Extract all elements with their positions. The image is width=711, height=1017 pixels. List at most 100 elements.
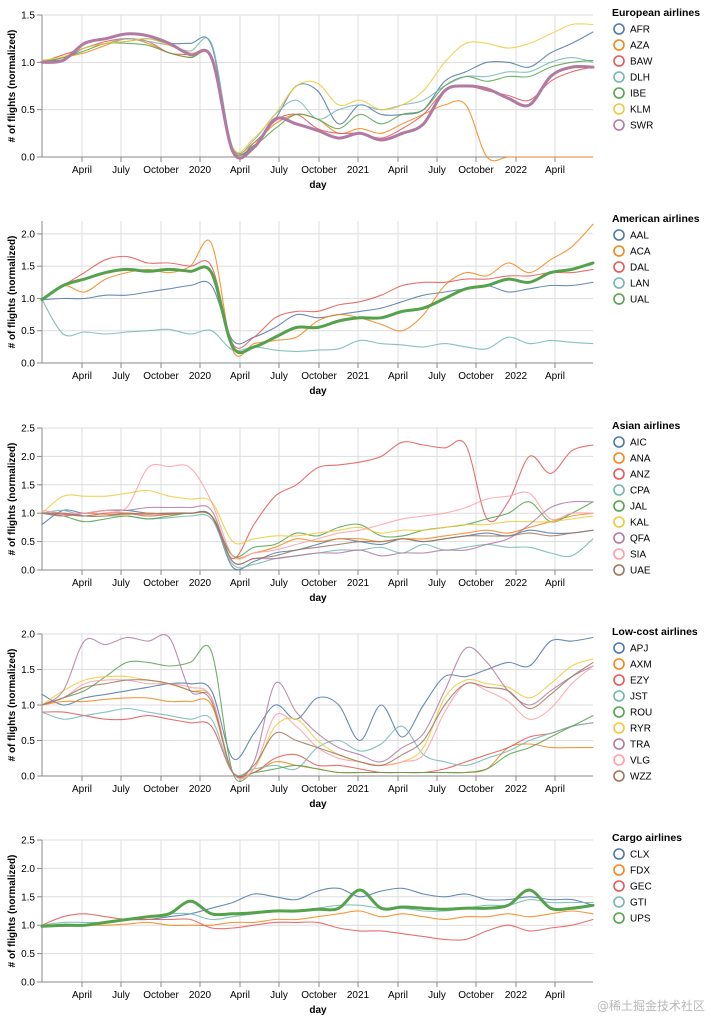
legend-label-klm: KLM xyxy=(630,105,651,116)
legend-label-wzz: WZZ xyxy=(630,772,652,783)
legend-symbol-vlg xyxy=(613,754,625,766)
chart-4: 0.0 0.5 1.0 1.5 2.0 April July October 2020 April… xyxy=(7,626,698,810)
legend-symbol-jal xyxy=(613,500,625,512)
series-line-baw xyxy=(41,38,594,156)
y-tick-label: 2.5 xyxy=(21,424,35,435)
legend-label-rou: ROU xyxy=(630,708,652,719)
series-line-ibe xyxy=(41,42,594,157)
y-tick-label: 0.0 xyxy=(21,978,35,989)
x-tick-label: October xyxy=(301,784,337,795)
legend-label-dlh: DLH xyxy=(630,73,650,84)
legend-label-aal: AAL xyxy=(630,231,649,242)
series-line-ual xyxy=(40,261,595,355)
x-tick-label: July xyxy=(112,784,130,795)
legend-symbol-fdx xyxy=(613,864,625,876)
x-tick-label: April xyxy=(545,165,565,176)
series-line-dal xyxy=(41,255,594,349)
legend-title: Cargo airlines xyxy=(612,832,682,844)
x-tick-label: 2022 xyxy=(505,578,528,589)
x-tick-label: October xyxy=(301,578,337,589)
legend-symbol-ezy xyxy=(613,674,625,686)
series-line-vlg xyxy=(41,665,594,780)
chart-2: 0.0 0.5 1.0 1.5 2.0 April July October 2020 April… xyxy=(7,213,700,397)
legend-label-jst: JST xyxy=(630,692,648,703)
x-tick-label: October xyxy=(458,165,494,176)
y-tick-label: 2.5 xyxy=(21,836,35,847)
y-tick-label: 1.0 xyxy=(21,701,35,712)
y-tick-label: 1.0 xyxy=(21,58,35,69)
y-tick-label: 1.0 xyxy=(21,921,35,932)
legend-label-afr: AFR xyxy=(630,25,650,36)
x-tick-label: July xyxy=(112,578,130,589)
x-tick-label: October xyxy=(301,371,337,382)
legend-label-aca: ACA xyxy=(630,247,651,258)
legend-title: American airlines xyxy=(612,213,700,225)
x-tick-label: April xyxy=(230,165,250,176)
series-line-sia xyxy=(41,463,594,560)
legend-symbol-ups xyxy=(613,912,625,924)
x-tick-label: July xyxy=(428,990,446,1001)
series-line-apj xyxy=(41,636,594,761)
y-axis-title: # of flights (normalized) xyxy=(7,236,18,349)
legend-symbol-aal xyxy=(613,229,625,241)
legend-symbol-ana xyxy=(613,452,625,464)
x-tick-label: April xyxy=(72,371,92,382)
x-tick-label: 2022 xyxy=(505,165,528,176)
x-tick-label: 2020 xyxy=(189,990,212,1001)
x-tick-label: July xyxy=(270,784,288,795)
series-line-tra xyxy=(41,634,594,779)
x-tick-label: 2021 xyxy=(347,371,370,382)
x-tick-label: July xyxy=(428,784,446,795)
x-axis-title: day xyxy=(309,799,327,810)
legend-label-vlg: VLG xyxy=(630,756,650,767)
legend-symbol-aza xyxy=(613,39,625,51)
x-tick-label: July xyxy=(270,578,288,589)
series-line-kal xyxy=(41,489,594,545)
x-tick-label: 2021 xyxy=(347,784,370,795)
series-line-aal xyxy=(41,280,594,345)
legend-symbol-rou xyxy=(613,706,625,718)
x-tick-label: 2022 xyxy=(505,784,528,795)
y-tick-label: 1.5 xyxy=(21,262,35,273)
y-axis-title: # of flights (normalized) xyxy=(7,855,18,968)
legend-symbol-ual xyxy=(613,293,625,305)
legend-symbol-anz xyxy=(613,468,625,480)
series-line-swr xyxy=(40,32,595,160)
legend-title: Asian airlines xyxy=(612,420,680,432)
legend-label-kal: KAL xyxy=(630,518,649,529)
chart-1: 0.0 0.5 1.0 1.5 April July October 2020 April Jul… xyxy=(7,7,700,191)
y-tick-label: 0.0 xyxy=(21,772,35,783)
legend-symbol-gec xyxy=(613,880,625,892)
y-tick-label: 2.0 xyxy=(21,630,35,641)
x-tick-label: October xyxy=(143,371,179,382)
y-tick-label: 1.0 xyxy=(21,509,35,520)
legend-label-aza: AZA xyxy=(630,41,650,52)
x-tick-label: April xyxy=(230,371,250,382)
legend-symbol-afr xyxy=(613,23,625,35)
series-line-ryr xyxy=(41,658,594,780)
x-axis-title: day xyxy=(309,386,327,397)
legend-symbol-sia xyxy=(613,548,625,560)
x-tick-label: April xyxy=(230,784,250,795)
legend-label-gec: GEC xyxy=(630,882,652,893)
legend-symbol-wzz xyxy=(613,770,625,782)
y-tick-label: 0.5 xyxy=(21,537,35,548)
x-tick-label: April xyxy=(545,990,565,1001)
x-tick-label: July xyxy=(112,371,130,382)
legend-label-aic: AIC xyxy=(630,438,647,449)
y-tick-label: 2.0 xyxy=(21,229,35,240)
legend-label-ups: UPS xyxy=(630,914,651,925)
x-tick-label: October xyxy=(301,165,337,176)
x-tick-label: 2021 xyxy=(347,990,370,1001)
y-tick-label: 0.0 xyxy=(21,566,35,577)
x-tick-label: July xyxy=(270,371,288,382)
chart-5: 0.0 0.5 1.0 1.5 2.0 2.5 April July October 2020 Ap… xyxy=(7,832,682,1016)
x-tick-label: October xyxy=(458,784,494,795)
x-tick-label: 2020 xyxy=(189,371,212,382)
x-axis-title: day xyxy=(309,180,327,191)
legend-symbol-kal xyxy=(613,516,625,528)
legend-label-jal: JAL xyxy=(630,502,648,513)
legend-symbol-klm xyxy=(613,103,625,115)
legend-label-dal: DAL xyxy=(630,263,650,274)
